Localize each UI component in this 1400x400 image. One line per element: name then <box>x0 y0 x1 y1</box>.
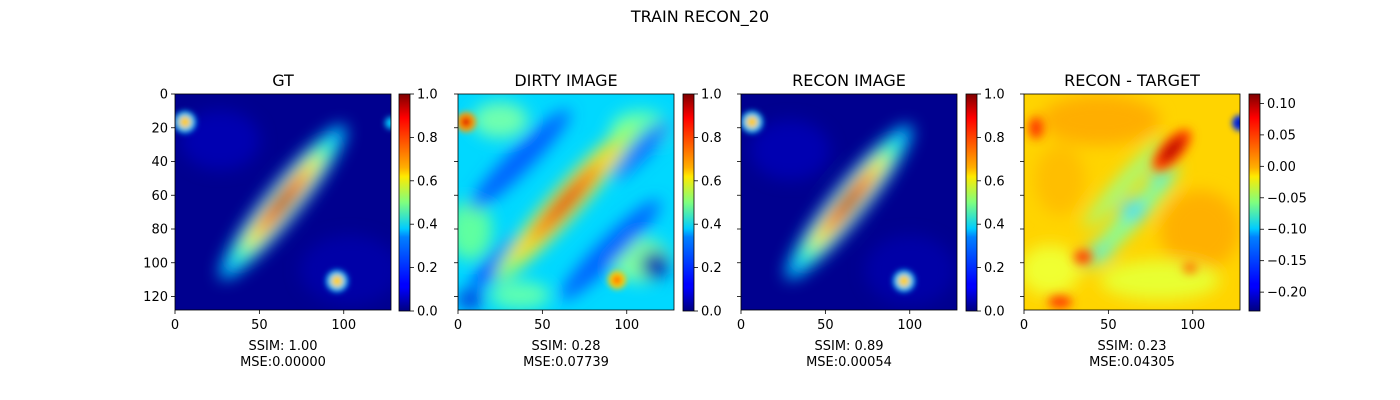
y-tick-label: 40 <box>151 155 168 170</box>
colorbar-ticks: 0.10 0.05 0.00 −0.05 −0.10 −0.15 −0.20 <box>1260 97 1307 301</box>
colorbar-tick-label: 0.6 <box>701 174 722 189</box>
x-axis: 0 50 100 <box>171 310 356 333</box>
colorbar <box>398 93 411 312</box>
colorbar <box>1248 93 1261 312</box>
x-tick-label: 100 <box>1180 318 1205 333</box>
colorbar-tick-label: −0.15 <box>1267 254 1307 269</box>
metrics-mse: MSE:0.00000 <box>240 355 326 370</box>
panel-recon-image: RECON IMAGE 0 50 100 SSIM: 0.89 MSE:0.0005… <box>737 71 1005 370</box>
x-tick-label: 0 <box>454 318 462 333</box>
colorbar-ticks: 0.0 0.2 0.4 0.6 0.8 1.0 <box>694 88 722 320</box>
panel-title: GT <box>272 71 294 90</box>
colorbar-tick-label: 0.4 <box>701 218 722 233</box>
panel-title: RECON IMAGE <box>792 71 906 90</box>
colorbar-tick-label: 1.0 <box>701 88 722 103</box>
colorbar-tick-label: −0.10 <box>1267 223 1307 238</box>
colorbar-tick-label: 0.6 <box>984 174 1005 189</box>
colorbar-ticks: 0.0 0.2 0.4 0.6 0.8 1.0 <box>977 88 1005 320</box>
metrics-mse: MSE:0.00054 <box>806 355 892 370</box>
panel-recon-minus-target: RECON - TARGET <box>1020 71 1307 370</box>
panel-dirty-image: DIRTY IMAGE <box>454 71 722 370</box>
colorbar-tick-label: 0.0 <box>417 305 438 320</box>
metrics-ssim: SSIM: 0.28 <box>531 339 600 354</box>
colorbar-tick-label: 0.6 <box>417 174 438 189</box>
colorbar-tick-label: −0.05 <box>1267 191 1307 206</box>
colorbar-tick-label: 0.8 <box>701 131 722 146</box>
colorbar-tick-label: 0.8 <box>984 131 1005 146</box>
heatmap-image <box>458 94 674 310</box>
x-tick-label: 100 <box>897 318 922 333</box>
panel-title: RECON - TARGET <box>1064 71 1200 90</box>
x-tick-label: 50 <box>1100 318 1117 333</box>
x-tick-label: 50 <box>251 318 268 333</box>
heatmap-image <box>175 94 391 310</box>
y-axis-ticks <box>454 93 458 297</box>
colorbar <box>965 93 978 312</box>
x-tick-label: 0 <box>171 318 179 333</box>
x-tick-label: 0 <box>737 318 745 333</box>
y-tick-label: 100 <box>143 256 168 271</box>
y-axis-ticks <box>737 93 741 297</box>
y-axis: 0 20 40 60 80 100 120 <box>143 88 175 305</box>
colorbar-tick-label: −0.20 <box>1267 286 1307 301</box>
colorbar <box>682 93 695 312</box>
colorbar-tick-label: 0.0 <box>701 305 722 320</box>
colorbar-tick-label: 1.0 <box>417 88 438 103</box>
colorbar-tick-label: 0.00 <box>1267 160 1296 175</box>
colorbar-tick-label: 0.4 <box>984 218 1005 233</box>
panel-title: DIRTY IMAGE <box>514 71 617 90</box>
x-tick-label: 100 <box>331 318 356 333</box>
x-axis: 0 50 100 <box>737 310 922 333</box>
x-tick-label: 50 <box>534 318 551 333</box>
heatmap-image <box>1024 94 1240 310</box>
figure-title: TRAIN RECON_20 <box>630 7 769 27</box>
x-axis: 0 50 100 <box>1020 310 1205 333</box>
metrics-ssim: SSIM: 0.23 <box>1097 339 1166 354</box>
colorbar-tick-label: 0.8 <box>417 131 438 146</box>
y-axis-ticks <box>1020 93 1024 297</box>
colorbar-tick-label: 0.10 <box>1267 97 1296 112</box>
metrics-mse: MSE:0.04305 <box>1089 355 1175 370</box>
colorbar-tick-label: 0.4 <box>417 218 438 233</box>
colorbar-tick-label: 0.2 <box>417 261 438 276</box>
y-tick-label: 20 <box>151 121 168 136</box>
y-tick-label: 60 <box>151 189 168 204</box>
x-tick-label: 50 <box>817 318 834 333</box>
x-tick-label: 100 <box>614 318 639 333</box>
heatmap-image <box>741 94 957 310</box>
y-tick-label: 80 <box>151 223 168 238</box>
colorbar-ticks: 0.0 0.2 0.4 0.6 0.8 1.0 <box>410 88 438 320</box>
x-tick-label: 0 <box>1020 318 1028 333</box>
colorbar-tick-label: 0.0 <box>984 305 1005 320</box>
metrics-ssim: SSIM: 1.00 <box>248 339 317 354</box>
x-axis: 0 50 100 <box>454 310 639 333</box>
y-tick-label: 120 <box>143 290 168 305</box>
y-tick-label: 0 <box>160 88 168 103</box>
colorbar-tick-label: 0.2 <box>984 261 1005 276</box>
colorbar-tick-label: 0.2 <box>701 261 722 276</box>
colorbar-tick-label: 1.0 <box>984 88 1005 103</box>
metrics-mse: MSE:0.07739 <box>523 355 609 370</box>
colorbar-tick-label: 0.05 <box>1267 128 1296 143</box>
panel-gt: GT 0 50 100 0 20 40 60 80 100 120 SSIM: 1.00 MSE… <box>143 71 438 370</box>
metrics-ssim: SSIM: 0.89 <box>814 339 883 354</box>
